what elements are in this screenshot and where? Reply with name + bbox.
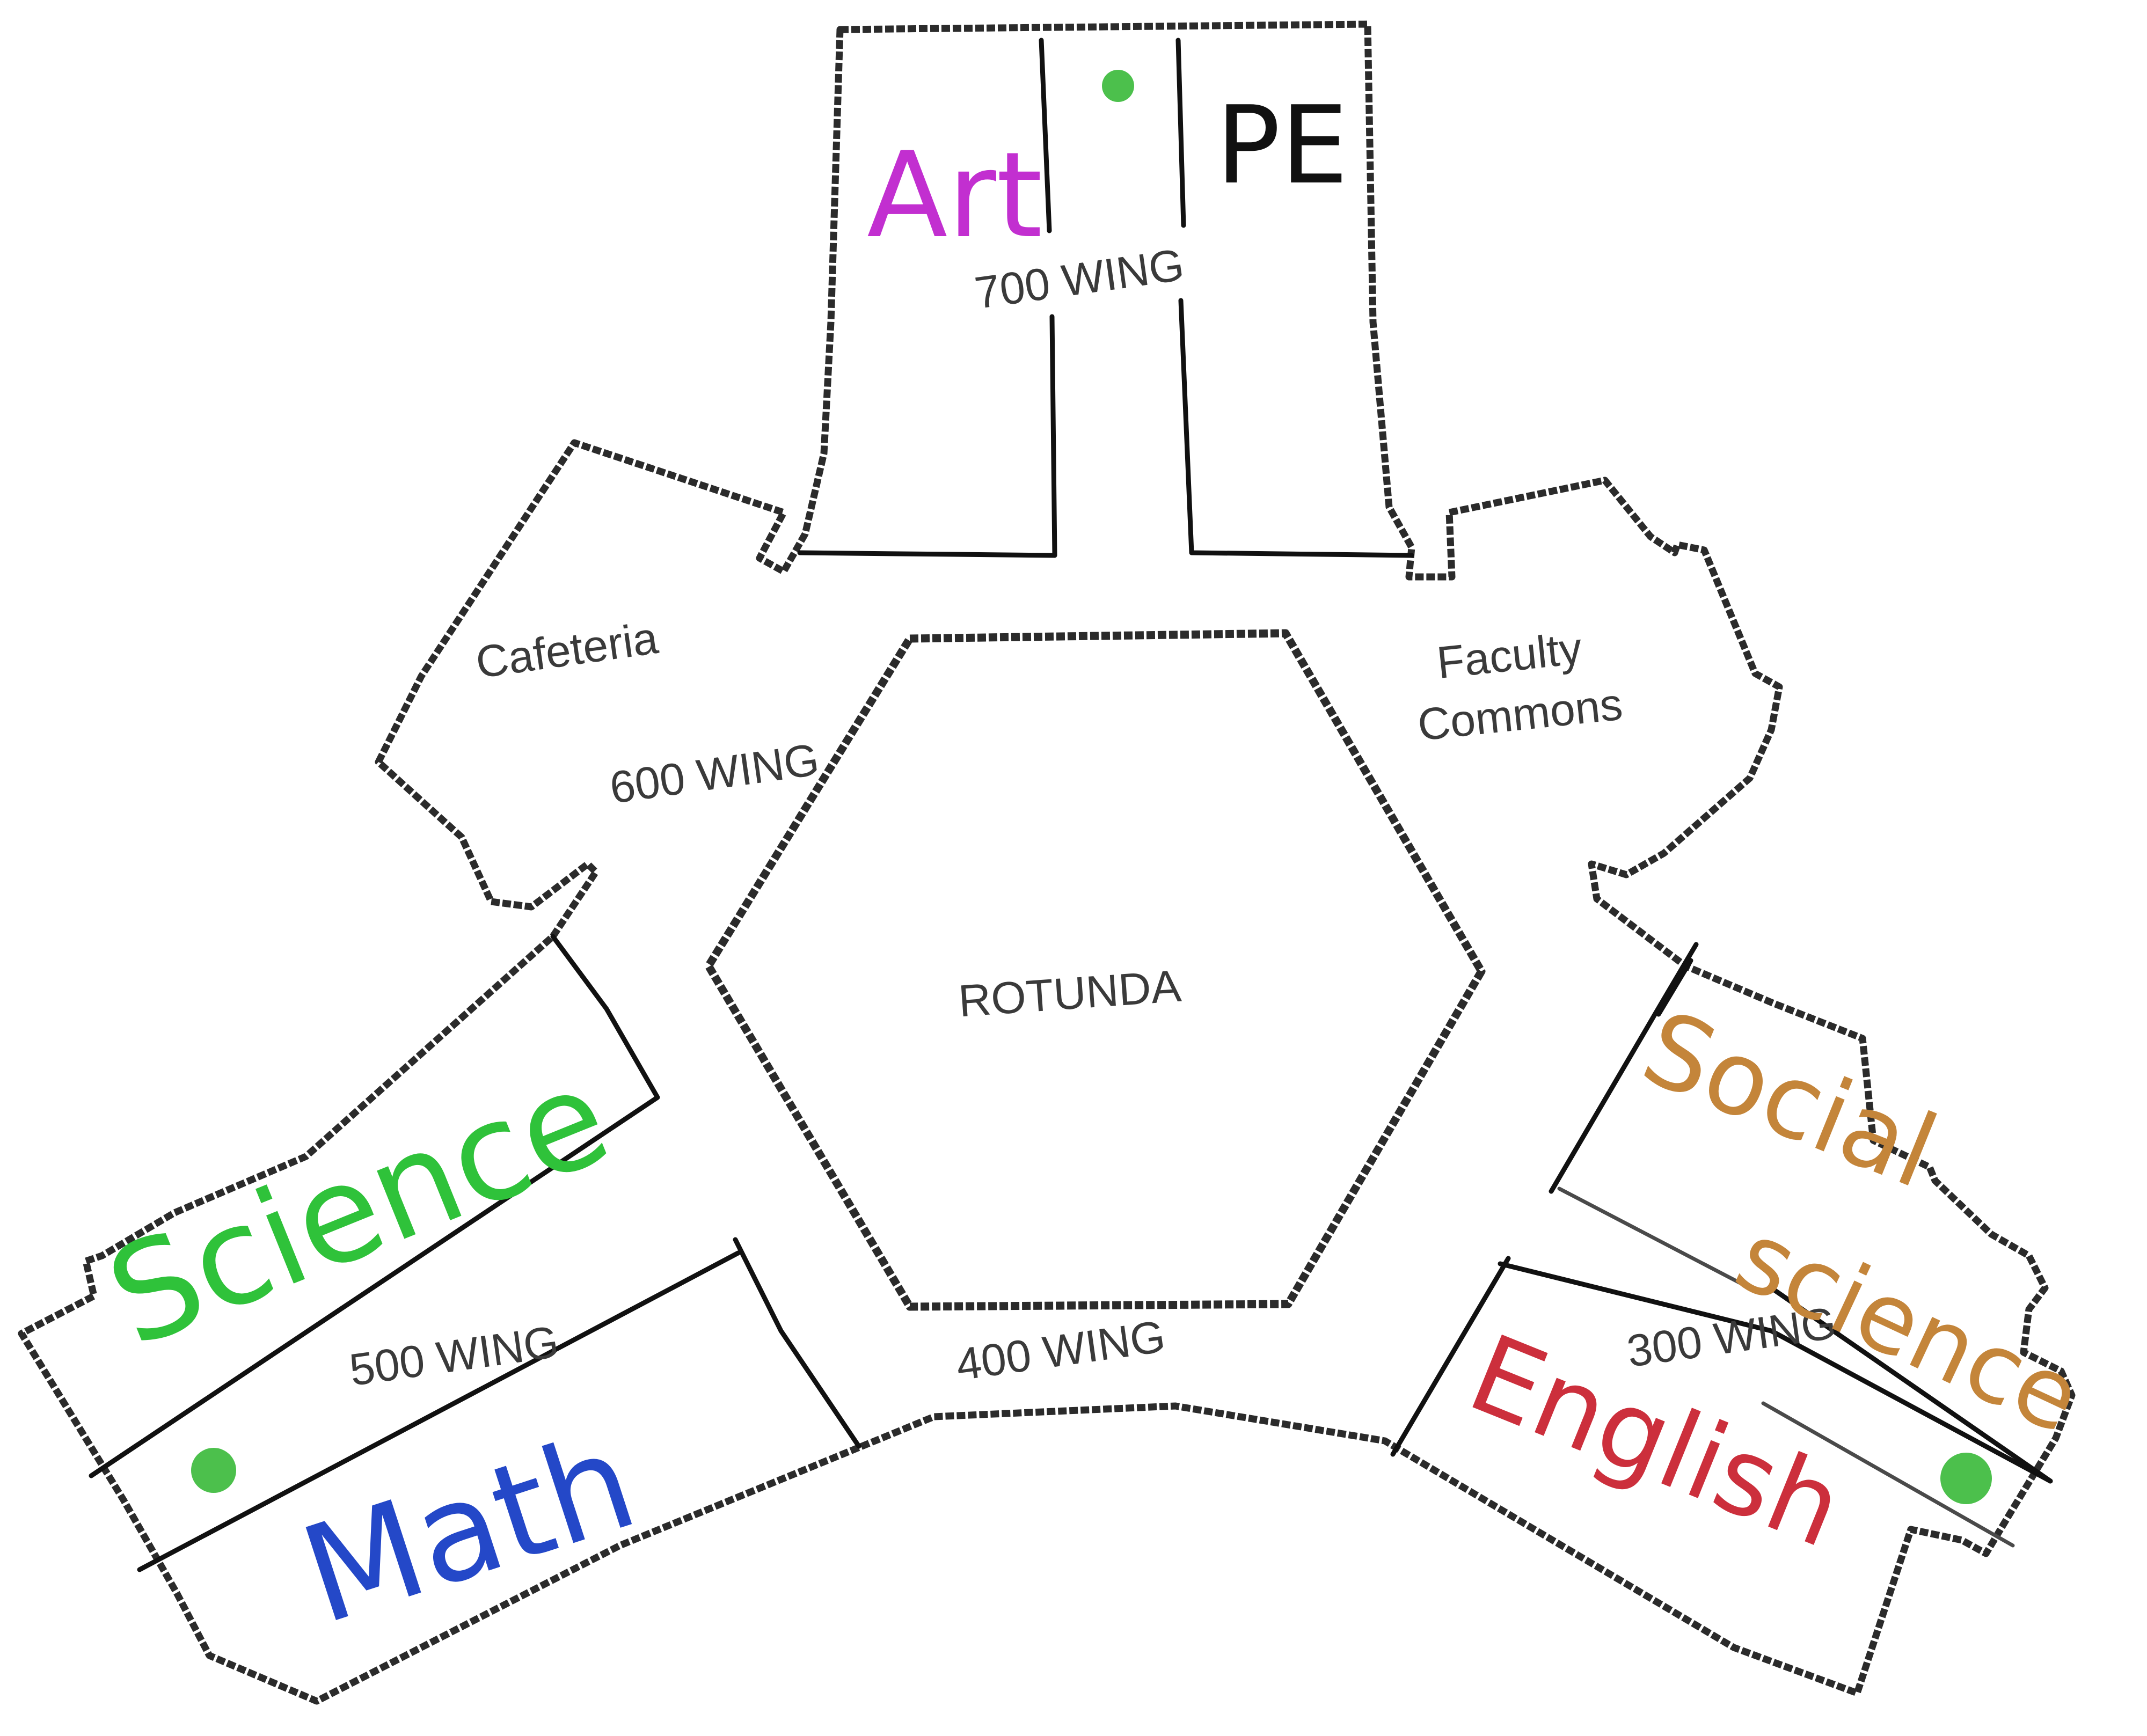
divider-700-left-upper [1039,38,1052,233]
divider-300-inner-c [1769,1285,2053,1484]
divider-300-lower [1390,1256,1511,1457]
label-500-wing: 500 WING [346,1316,561,1395]
divider-700-left-lower [797,314,1057,558]
green-dot-300-wing [1940,1453,1992,1504]
divider-700-right-upper [1175,38,1186,228]
divider-300-inner-b [1761,1401,2015,1548]
divider-700-right-lower [1178,298,1414,558]
label-faculty-commons-line2: Commons [1415,678,1625,750]
label-rotunda: ROTUNDA [957,961,1183,1027]
divider-300-inner-a [1557,1186,1747,1287]
divider-500-upper [89,934,660,1478]
subject-pe: PE [1216,83,1348,208]
divider-300-vertical-top [1656,958,1693,1017]
subject-art: Art [867,127,1042,264]
divider-500-lower [733,1237,861,1449]
subject-math: Math [285,1402,653,1654]
label-600-wing: 600 WING [607,734,822,813]
label-cafeteria: Cafeteria [473,612,661,688]
subject-social-line2: science [1720,1200,2097,1455]
divider-300-upper [1549,942,1699,1194]
label-faculty-commons-line1: Faculty [1434,622,1584,688]
outline-700-wing [18,20,2076,1705]
green-dot-700-wing [1102,70,1134,102]
divider-500-mid [137,1250,741,1572]
label-400-wing: 400 WING [953,1310,1168,1390]
rotunda-hexagon [704,629,1486,1311]
subject-social-line1: Social [1627,988,1952,1211]
green-dot-500-wing [191,1448,236,1493]
divider-300-lower-edge [1498,1261,2053,1484]
